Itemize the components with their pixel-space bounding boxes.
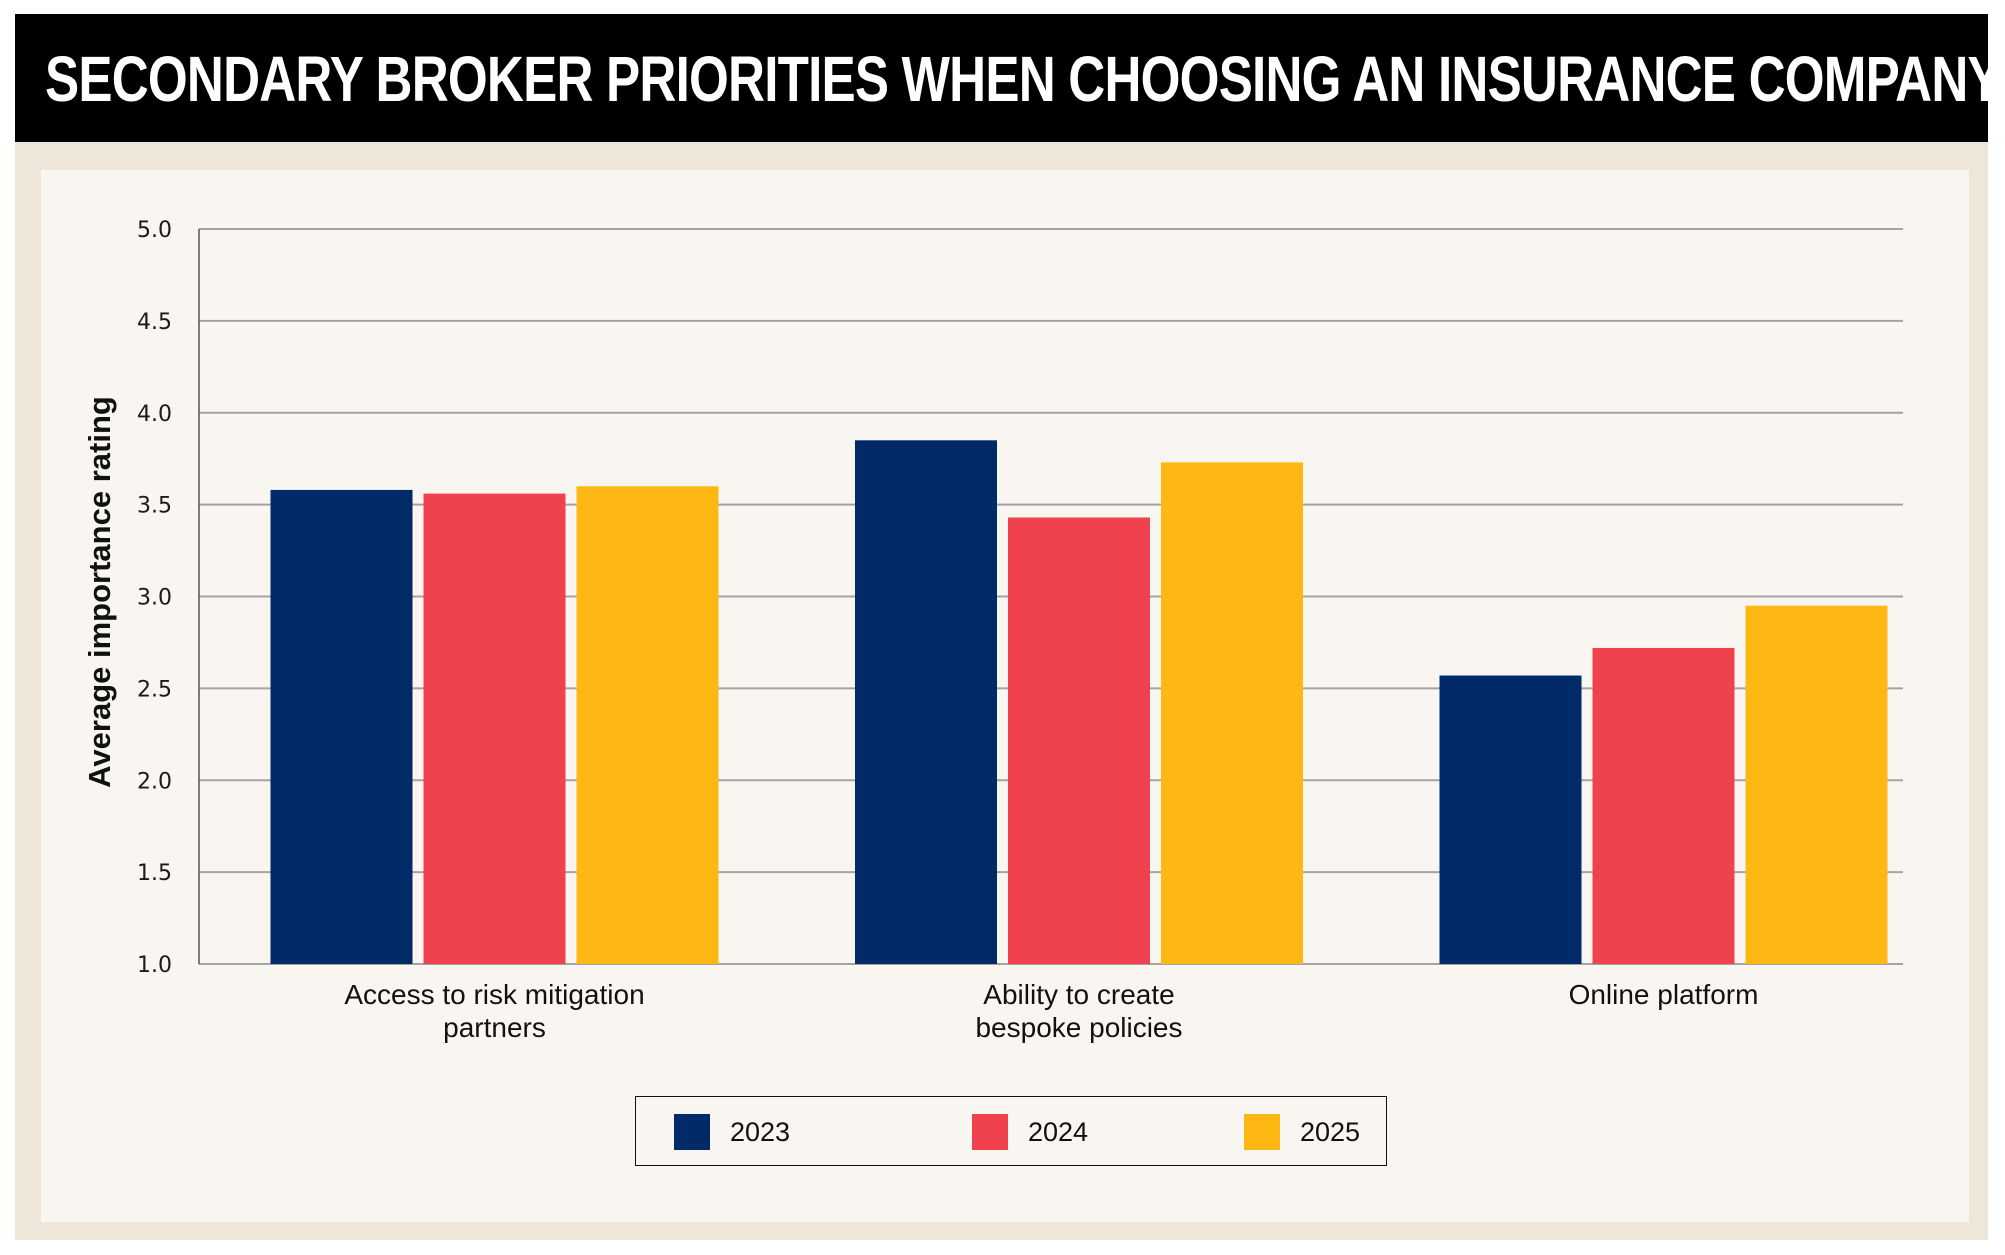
x-tick-label: Ability to create xyxy=(983,979,1174,1010)
legend-item-2023: 2023 xyxy=(674,1114,790,1150)
y-tick-label: 3.0 xyxy=(137,586,172,611)
y-tick-label: 2.0 xyxy=(137,769,172,794)
y-tick-label: 1.0 xyxy=(137,953,172,978)
y-tick-label: 4.0 xyxy=(137,402,172,427)
bar-2023-0 xyxy=(270,489,413,964)
bar-2025-1 xyxy=(1161,462,1303,964)
legend-item-2024: 2024 xyxy=(972,1114,1088,1150)
y-tick-label: 1.5 xyxy=(137,861,172,886)
y-axis-title: Average importance rating xyxy=(82,396,117,788)
bar-2023-2 xyxy=(1439,675,1582,964)
legend-swatch-2023 xyxy=(674,1114,710,1150)
y-tick-label: 2.5 xyxy=(137,677,172,702)
x-tick-label: partners xyxy=(443,1012,546,1043)
x-tick-label: Online platform xyxy=(1569,979,1759,1010)
y-tick-label: 4.5 xyxy=(137,310,172,335)
chart-title: SECONDARY BROKER PRIORITIES WHEN CHOOSIN… xyxy=(45,43,2002,115)
x-tick-label: Access to risk mitigation xyxy=(344,979,644,1010)
y-tick-label: 3.5 xyxy=(137,494,172,519)
bar-2024-2 xyxy=(1592,647,1735,964)
legend: 2023 2024 2025 xyxy=(635,1096,1387,1166)
bar-2025-2 xyxy=(1745,605,1888,964)
bar-2024-1 xyxy=(1008,517,1150,964)
legend-label-2024: 2024 xyxy=(1028,1116,1089,1147)
legend-swatch-2024 xyxy=(972,1114,1008,1150)
legend-item-2025: 2025 xyxy=(1244,1114,1360,1150)
y-tick-label: 5.0 xyxy=(137,218,172,243)
legend-label-2023: 2023 xyxy=(730,1116,791,1147)
bar-2023-1 xyxy=(855,440,997,964)
legend-swatch-2025 xyxy=(1244,1114,1280,1150)
x-tick-label: bespoke policies xyxy=(975,1012,1182,1043)
bar-2024-0 xyxy=(423,493,566,964)
legend-label-2025: 2025 xyxy=(1300,1116,1361,1147)
title-bar: SECONDARY BROKER PRIORITIES WHEN CHOOSIN… xyxy=(15,14,2002,142)
bar-2025-0 xyxy=(576,486,719,964)
